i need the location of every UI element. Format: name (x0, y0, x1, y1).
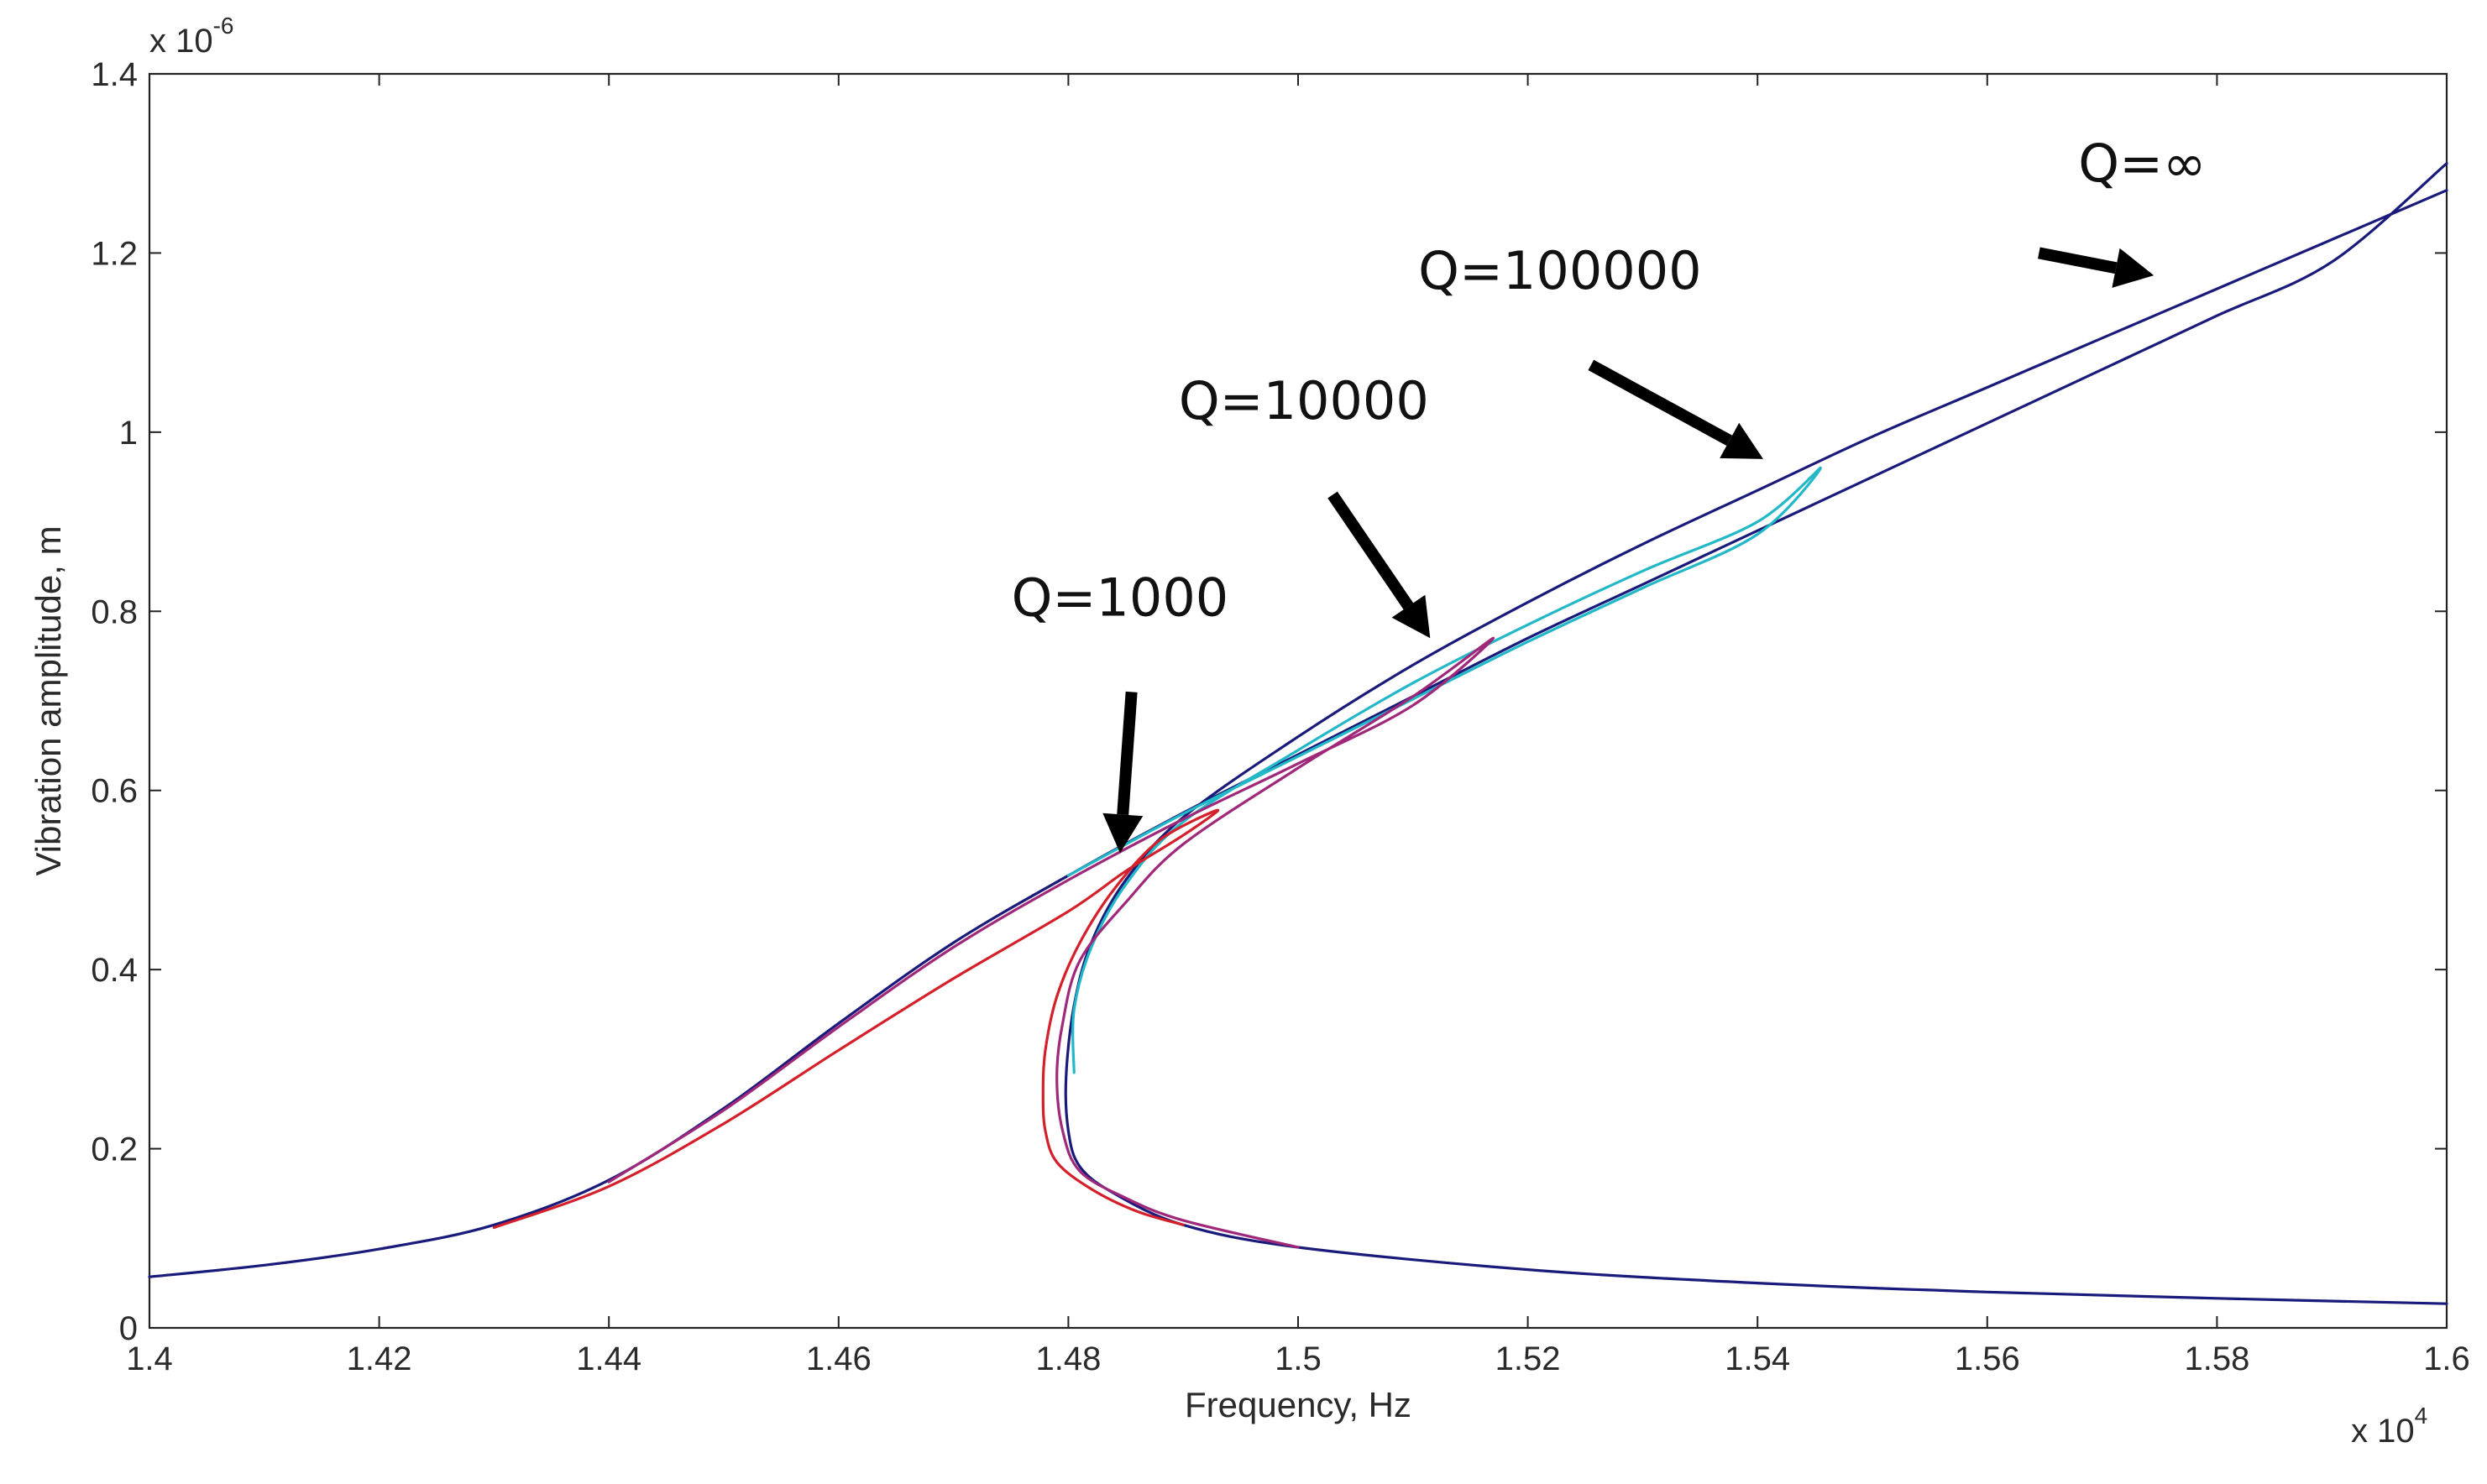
y-tick-label: 0 (119, 1310, 138, 1347)
y-tick-label: 1.4 (91, 56, 138, 93)
x-tick-labels: 1.4 1.42 1.44 1.46 1.48 1.5 1.52 1.54 1.56 1.58 1.… (126, 1340, 2470, 1377)
x-exponent-base: x 10 (2351, 1413, 2415, 1450)
x-tick-label: 1.56 (1955, 1340, 2020, 1377)
y-exponent-label: x 10-6 (149, 13, 234, 60)
y-tick-label: 0.8 (91, 593, 138, 630)
y-exponent-base: x 10 (149, 23, 213, 60)
x-tick-label: 1.42 (347, 1340, 412, 1377)
annotation-label: Q=100000 (1418, 240, 1701, 301)
y-axis-title: Vibration amplitude, m (29, 525, 68, 875)
axis-ticks (149, 73, 2448, 1329)
x-axis-title: Frequency, Hz (1185, 1385, 1411, 1424)
x-tick-label: 1.58 (2184, 1340, 2249, 1377)
x-tick-label: 1.52 (1495, 1340, 1561, 1377)
annotation-label: Q=1000 (1012, 567, 1229, 629)
x-exponent-label: x 104 (2351, 1403, 2427, 1450)
annotation-arrow-shaft (1588, 359, 1733, 446)
y-exponent-power: -6 (213, 13, 234, 39)
x-tick-label: 1.5 (1275, 1340, 1322, 1377)
y-tick-label: 0.4 (91, 952, 138, 989)
x-tick-label: 1.48 (1035, 1340, 1101, 1377)
annotation-arrow-head (1391, 594, 1431, 639)
x-tick-label: 1.44 (576, 1340, 641, 1377)
annotation-arrow-head (1102, 813, 1144, 854)
x-tick-label: 1.6 (2423, 1340, 2470, 1377)
y-tick-label: 0.6 (91, 773, 138, 810)
annotation-arrow-shaft (1117, 691, 1138, 816)
annotation-arrow-head (1720, 422, 1763, 459)
plot-area (148, 72, 2448, 1330)
y-tick-label: 0.2 (91, 1131, 138, 1168)
annotation-label: Q=10000 (1179, 370, 1429, 431)
annotation-arrow-shaft (1327, 491, 1414, 610)
x-tick-label: 1.46 (806, 1340, 872, 1377)
x-tick-label: 1.54 (1725, 1340, 1790, 1377)
annotation-arrow-shaft (2038, 247, 2118, 274)
curve-annotations: Q=∞ Q=100000 Q=10000 Q=1000 (1012, 133, 2207, 854)
x-exponent-power: 4 (2415, 1403, 2428, 1429)
x-tick-label: 1.4 (126, 1340, 173, 1377)
annotation-label: Q=∞ (2078, 133, 2206, 194)
y-tick-label: 1.2 (91, 235, 138, 272)
y-tick-labels: 0 0.2 0.4 0.6 0.8 1 1.2 1.4 (91, 56, 138, 1347)
y-tick-label: 1 (119, 415, 138, 452)
series-line-q1000 (492, 808, 1220, 1230)
annotation-arrow-head (2112, 248, 2155, 288)
series-line-q (148, 162, 2448, 1305)
series-line-q10000 (607, 636, 1495, 1249)
series-curves (148, 162, 2448, 1305)
